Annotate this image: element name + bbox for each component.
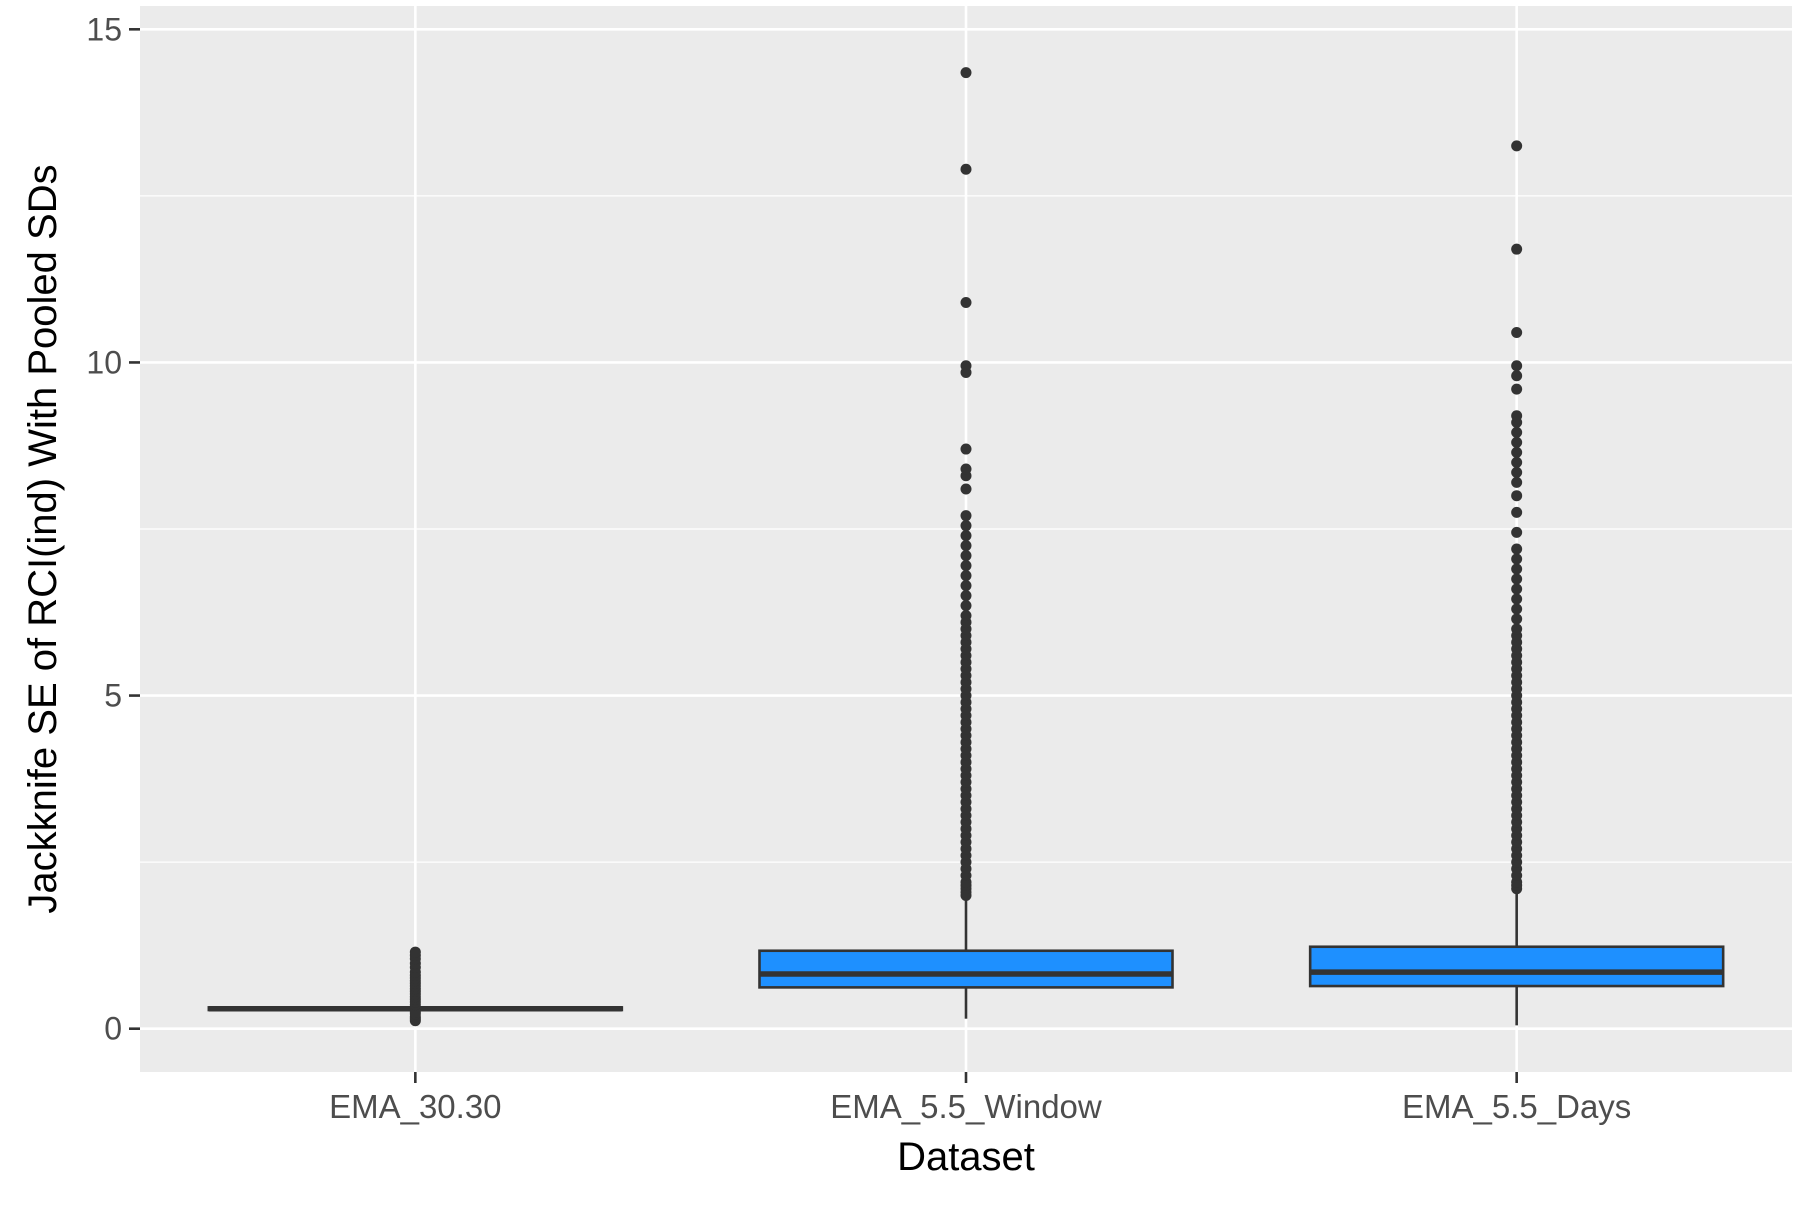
outlier-point	[960, 483, 972, 495]
outlier-point	[1511, 573, 1523, 585]
outlier-point	[1511, 383, 1523, 395]
outlier-point	[1511, 563, 1523, 575]
box-iqr	[1308, 945, 1725, 988]
outlier-point	[1511, 243, 1523, 255]
box-iqr	[758, 949, 1174, 989]
outlier-point	[1511, 526, 1523, 538]
box-layer	[207, 67, 1725, 1027]
box-group-EMA_5.5_Days	[1308, 140, 1725, 1026]
outlier-point	[1511, 506, 1523, 518]
outlier-point	[1511, 623, 1523, 635]
outlier-point	[960, 520, 972, 532]
outlier-point	[960, 530, 972, 542]
outlier-point	[960, 550, 972, 562]
outlier-point	[960, 580, 972, 592]
outlier-point	[960, 560, 972, 572]
outlier-point	[960, 296, 972, 308]
outlier-point	[960, 570, 972, 582]
outlier-point	[1511, 326, 1523, 338]
outlier-point	[1511, 466, 1523, 478]
outlier-point	[1511, 593, 1523, 605]
y-axis-title: Jackknife SE of RCI(ind) With Pooled SDs	[21, 164, 65, 913]
outlier-point	[960, 600, 972, 612]
outlier-point	[960, 67, 972, 79]
outlier-point	[1511, 426, 1523, 438]
x-tick-label: EMA_5.5_Window	[830, 1088, 1102, 1125]
y-tick-label: 15	[86, 11, 122, 47]
outlier-point	[1511, 410, 1523, 422]
y-tick-label: 10	[86, 344, 122, 380]
outlier-point	[960, 590, 972, 602]
outlier-point	[1511, 490, 1523, 502]
box-group-EMA_5.5_Window	[758, 67, 1174, 1019]
outlier-point	[1511, 140, 1523, 152]
outlier-point	[960, 510, 972, 522]
outlier-point	[960, 163, 972, 175]
outlier-point	[1511, 436, 1523, 448]
y-tick-label: 5	[104, 678, 122, 714]
outlier-point	[1511, 370, 1523, 382]
outlier-point	[1511, 613, 1523, 625]
x-axis-title: Dataset	[897, 1135, 1035, 1179]
outlier-point	[1511, 360, 1523, 372]
outlier-point	[1511, 456, 1523, 468]
outlier-point	[1511, 583, 1523, 595]
outlier-point	[1511, 603, 1523, 615]
outlier-point	[1511, 446, 1523, 458]
box-group-EMA_30.30	[207, 946, 624, 1027]
outlier-point	[1511, 476, 1523, 488]
x-tick-label: EMA_30.30	[329, 1088, 501, 1125]
x-tick-label: EMA_5.5_Days	[1402, 1088, 1631, 1125]
outlier-point	[960, 463, 972, 475]
outlier-point	[409, 946, 421, 958]
outlier-point	[960, 610, 972, 622]
outlier-point	[1511, 553, 1523, 565]
outlier-point	[1511, 543, 1523, 555]
axis-layer: 0 5 10 15 EMA_30.30 EMA_5.5_Window EMA_5.5_Day…	[86, 11, 1631, 1125]
outlier-point	[960, 540, 972, 552]
outlier-point	[960, 443, 972, 455]
y-tick-label: 0	[104, 1011, 122, 1047]
outlier-point	[960, 360, 972, 372]
